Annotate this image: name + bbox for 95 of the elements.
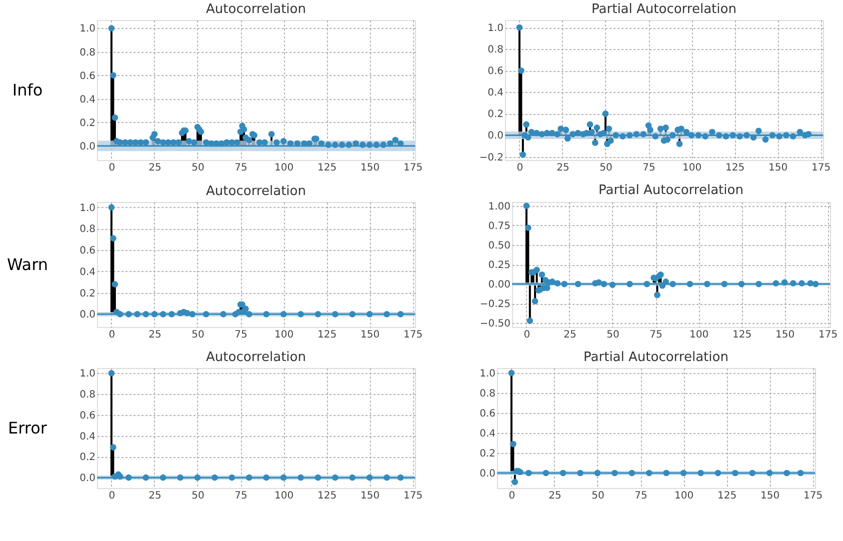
x-tick-label: 25	[564, 330, 576, 340]
y-tick-label: 0.0	[80, 473, 96, 484]
x-tick-label: 50	[192, 162, 204, 174]
y-tick-label: 0.75	[488, 220, 510, 232]
y-tick-label: 0.0	[480, 468, 496, 480]
x-tick-label: 150	[360, 490, 380, 502]
chart-title: Partial Autocorrelation	[592, 2, 736, 17]
x-tick-label: 150	[360, 162, 380, 174]
x-tick-label: 50	[192, 490, 204, 502]
x-tick-label: 0	[108, 162, 116, 174]
y-tick-label: 0.0	[80, 141, 96, 152]
y-tick-label: 0.4	[488, 88, 504, 99]
y-tick-label: 0.6	[80, 410, 96, 422]
chart-title: Autocorrelation	[206, 2, 306, 17]
y-tick-label: 0.6	[80, 70, 96, 82]
x-tick-label: 175	[812, 162, 831, 174]
x-tick-label: 75	[234, 330, 248, 340]
x-tick-label: 25	[548, 490, 562, 502]
x-tick-label: 175	[404, 330, 423, 340]
y-tick-label: 0.6	[80, 246, 96, 257]
chart-title: Autocorrelation	[206, 184, 306, 199]
x-tick-label: 150	[768, 162, 788, 174]
x-tick-label: 125	[318, 330, 337, 340]
y-tick-label: 0.2	[488, 109, 504, 120]
y-tick-label: 1.0	[80, 202, 96, 214]
chart-title: Partial Autocorrelation	[584, 350, 728, 365]
y-tick-label: 0.6	[480, 408, 496, 420]
x-tick-label: 0	[108, 330, 116, 340]
x-tick-label: 75	[234, 162, 248, 174]
x-tick-label: 125	[726, 162, 745, 174]
x-tick-label: 25	[148, 162, 162, 174]
y-tick-label: −0.50	[480, 318, 510, 330]
chart-title: Autocorrelation	[206, 350, 306, 365]
x-tick-label: 0	[524, 330, 530, 340]
y-axis-title: Error	[8, 418, 48, 438]
x-tick-label: 25	[148, 330, 162, 340]
x-tick-label: 125	[718, 490, 737, 502]
x-tick-label: 150	[776, 330, 795, 340]
y-tick-label: 0.4	[480, 428, 496, 440]
x-tick-label: 0	[508, 490, 516, 502]
x-tick-label: 100	[274, 330, 294, 340]
y-tick-label: 0.2	[480, 448, 496, 460]
y-axis-title: Warn	[6, 255, 48, 274]
x-tick-label: 50	[600, 162, 612, 174]
x-tick-label: 75	[642, 162, 656, 174]
y-tick-label: 0.4	[80, 266, 96, 278]
x-tick-label: 125	[732, 330, 752, 340]
y-tick-label: 0.6	[488, 66, 504, 78]
x-tick-label: 75	[234, 490, 248, 502]
x-tick-label: 100	[274, 490, 294, 502]
x-tick-label: 0	[108, 490, 116, 502]
x-tick-label: 0	[516, 162, 524, 174]
x-tick-label: 50	[592, 490, 604, 502]
y-tick-label: 1.0	[80, 368, 96, 380]
x-tick-label: 25	[148, 490, 162, 502]
y-tick-label: 0.00	[488, 280, 510, 291]
chart-title: Partial Autocorrelation	[598, 182, 744, 198]
y-tick-label: 0.8	[80, 390, 96, 401]
x-tick-label: 100	[674, 490, 694, 502]
y-tick-label: 0.0	[488, 130, 504, 142]
x-tick-label: 150	[360, 330, 380, 340]
y-tick-label: 0.4	[80, 431, 96, 442]
y-tick-label: 0.8	[488, 44, 504, 56]
y-tick-label: 1.00	[488, 201, 510, 212]
y-tick-label: 0.8	[480, 388, 496, 400]
y-tick-label: 0.8	[80, 47, 96, 58]
x-tick-label: 75	[634, 490, 648, 502]
x-tick-label: 25	[556, 162, 570, 174]
y-tick-label: 0.0	[80, 310, 96, 321]
y-tick-label: 0.2	[80, 288, 96, 300]
x-tick-label: 50	[606, 330, 620, 340]
x-tick-label: 175	[804, 490, 823, 502]
y-tick-label: −0.2	[479, 152, 504, 164]
y-tick-label: 1.0	[480, 368, 496, 380]
y-tick-label: 0.25	[488, 260, 510, 271]
x-tick-label: 150	[760, 490, 780, 502]
y-tick-label: 1.0	[80, 24, 96, 35]
y-tick-label: 1.0	[488, 23, 504, 34]
y-tick-label: 0.4	[80, 94, 96, 106]
x-tick-label: 75	[650, 330, 662, 340]
x-tick-label: 100	[274, 162, 294, 174]
y-tick-label: 0.8	[80, 224, 96, 236]
x-tick-label: 175	[818, 330, 838, 340]
y-tick-label: −0.25	[480, 299, 510, 310]
x-tick-label: 100	[689, 330, 709, 340]
x-tick-label: 100	[682, 162, 702, 174]
y-tick-label: 0.2	[80, 118, 96, 129]
y-tick-label: 0.2	[80, 452, 96, 464]
x-tick-label: 125	[318, 490, 337, 502]
y-axis-title: Info	[12, 80, 43, 100]
x-tick-label: 125	[318, 162, 337, 174]
x-tick-label: 175	[404, 490, 423, 502]
y-tick-label: 0.50	[488, 240, 510, 252]
x-tick-label: 50	[192, 330, 204, 340]
x-tick-label: 175	[404, 162, 423, 174]
